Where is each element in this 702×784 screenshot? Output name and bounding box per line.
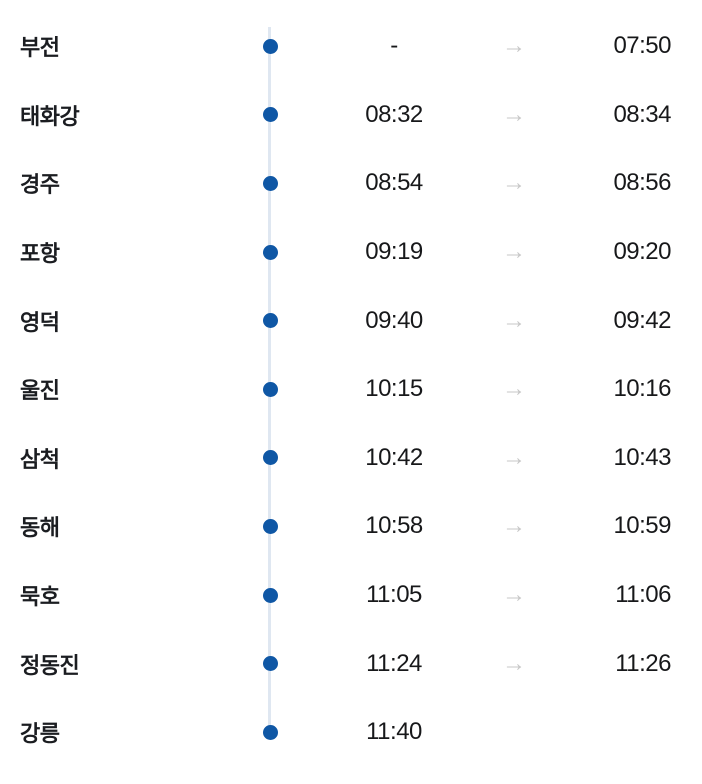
station-name: 부전 <box>20 35 60 61</box>
arrival-time: 10:42 <box>365 443 423 471</box>
timeline-dot-cell <box>240 313 300 329</box>
station-row: 태화강 08:32 → 08:34 <box>0 81 702 150</box>
arrival-time: 10:15 <box>365 375 423 403</box>
departure-time: 09:42 <box>613 306 671 334</box>
station-dot-icon <box>262 450 278 466</box>
arrow-right-icon: → <box>502 581 526 609</box>
arrival-time: 10:58 <box>365 512 423 540</box>
station-row: 묵호 11:05 → 11:06 <box>0 561 702 630</box>
station-row: 경주 08:54 → 08:56 <box>0 149 702 218</box>
departure-time: 11:26 <box>615 649 671 677</box>
station-row: 삼척 10:42 → 10:43 <box>0 424 702 493</box>
arrival-time: 09:40 <box>365 306 423 334</box>
arrow-right-icon: → <box>502 32 526 60</box>
station-row: 울진 10:15 → 10:16 <box>0 355 702 424</box>
station-dot-icon <box>262 587 278 603</box>
timeline-line <box>268 27 271 732</box>
station-row: 강릉 11:40 <box>0 698 702 767</box>
station-dot-icon <box>262 244 278 260</box>
station-dot-icon <box>262 724 278 740</box>
timeline-dot-cell <box>240 175 300 191</box>
station-row: 영덕 09:40 → 09:42 <box>0 286 702 355</box>
arrow-right-icon: → <box>502 306 526 334</box>
station-row: 동해 10:58 → 10:59 <box>0 492 702 561</box>
departure-time: 08:34 <box>613 100 671 128</box>
timeline-dot-cell <box>240 724 300 740</box>
timeline-dot-cell <box>240 38 300 54</box>
timeline-dot-cell <box>240 518 300 534</box>
departure-time: 07:50 <box>613 32 671 60</box>
arrow-right-icon: → <box>502 238 526 266</box>
arrival-time: 08:54 <box>365 169 423 197</box>
arrow-right-icon: → <box>502 443 526 471</box>
arrival-time: 08:32 <box>365 100 423 128</box>
station-row: 부전 - → 07:50 <box>0 12 702 81</box>
station-name: 삼척 <box>20 446 60 472</box>
departure-time: 10:16 <box>613 375 671 403</box>
station-row: 포항 09:19 → 09:20 <box>0 218 702 287</box>
station-dot-icon <box>262 107 278 123</box>
station-name: 강릉 <box>20 721 60 747</box>
station-dot-icon <box>262 656 278 672</box>
arrow-right-icon: → <box>502 100 526 128</box>
arrow-right-icon: → <box>502 169 526 197</box>
arrival-time: 11:24 <box>366 649 422 677</box>
timeline-dot-cell <box>240 587 300 603</box>
station-name: 태화강 <box>20 103 80 129</box>
timeline-dot-cell <box>240 107 300 123</box>
arrow-right-icon: → <box>502 649 526 677</box>
station-name: 영덕 <box>20 309 60 335</box>
arrival-time: 09:19 <box>365 238 423 266</box>
arrival-time: 11:05 <box>366 581 422 609</box>
departure-time: 10:59 <box>613 512 671 540</box>
arrow-right-icon: → <box>502 512 526 540</box>
station-name: 동해 <box>20 515 60 541</box>
timeline-dot-cell <box>240 244 300 260</box>
station-dot-icon <box>262 313 278 329</box>
timeline-dot-cell <box>240 656 300 672</box>
station-name: 포항 <box>20 241 60 267</box>
arrow-right-icon: → <box>502 375 526 403</box>
station-dot-icon <box>262 518 278 534</box>
timeline-dot-cell <box>240 381 300 397</box>
station-dot-icon <box>262 175 278 191</box>
station-rows: 부전 - → 07:50 태화강 08:32 → 08:34 경주 08:54 … <box>0 12 702 767</box>
arrival-time: - <box>390 32 398 60</box>
departure-time: 09:20 <box>613 238 671 266</box>
arrival-time: 11:40 <box>366 718 422 746</box>
station-dot-icon <box>262 38 278 54</box>
station-row: 정동진 11:24 → 11:26 <box>0 629 702 698</box>
timeline-dot-cell <box>240 450 300 466</box>
station-name: 묵호 <box>20 584 60 610</box>
station-name: 울진 <box>20 378 60 404</box>
departure-time: 11:06 <box>615 581 671 609</box>
departure-time: 10:43 <box>613 443 671 471</box>
station-name: 경주 <box>20 172 60 198</box>
station-name: 정동진 <box>20 652 80 678</box>
station-dot-icon <box>262 381 278 397</box>
departure-time: 08:56 <box>613 169 671 197</box>
